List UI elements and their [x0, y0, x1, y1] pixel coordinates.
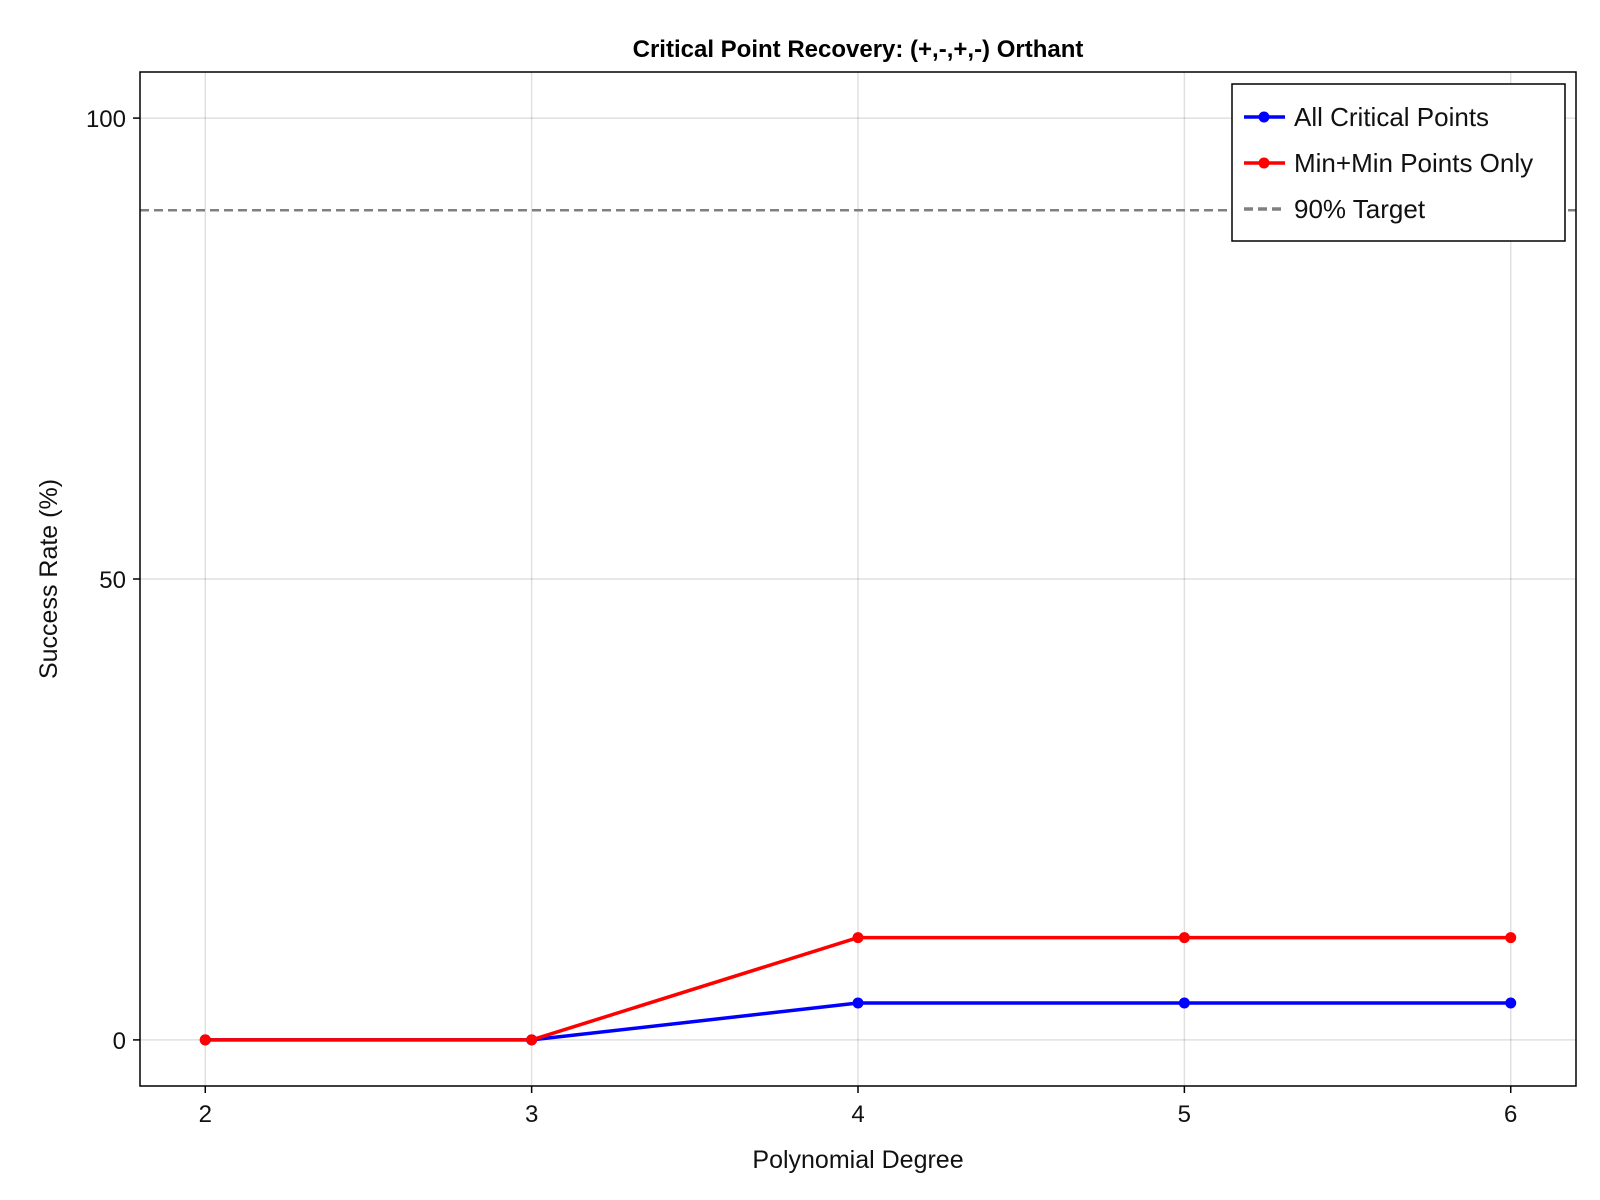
data-point-series-1 — [526, 1034, 538, 1046]
x-tick-label: 3 — [525, 1101, 538, 1128]
grid — [140, 72, 1576, 1086]
data-point-series-1 — [199, 1034, 211, 1046]
legend: All Critical Points Min+Min Points Only 90… — [1231, 83, 1566, 242]
legend-label: 90% Target — [1294, 194, 1426, 224]
data-point-series-0 — [1505, 997, 1517, 1009]
y-axis-label: Success Rate (%) — [35, 479, 63, 679]
x-tick-label: 2 — [199, 1101, 212, 1128]
legend-marker — [1258, 157, 1270, 169]
legend-box — [1231, 83, 1566, 242]
y-tick-label: 50 — [99, 567, 126, 594]
x-axis-label: Polynomial Degree — [752, 1146, 963, 1174]
data-point-series-0 — [1178, 997, 1190, 1009]
legend-marker — [1258, 111, 1270, 123]
x-axis-ticks: 2 3 4 5 6 — [199, 1086, 1517, 1128]
legend-label: All Critical Points — [1294, 102, 1489, 132]
x-tick-label: 5 — [1178, 1101, 1191, 1128]
chart-title: Critical Point Recovery: (+,-,+,-) Ortha… — [633, 36, 1084, 63]
x-tick-label: 4 — [851, 1101, 864, 1128]
series-markers — [199, 932, 1517, 1046]
data-point-series-0 — [852, 997, 864, 1009]
y-tick-label: 0 — [113, 1028, 126, 1055]
y-axis-ticks: 0 50 100 — [86, 106, 140, 1055]
data-point-series-1 — [1178, 932, 1190, 944]
data-point-series-1 — [852, 932, 864, 944]
legend-label: Min+Min Points Only — [1294, 148, 1533, 178]
x-tick-label: 6 — [1504, 1101, 1517, 1128]
y-tick-label: 100 — [86, 106, 126, 133]
data-point-series-1 — [1505, 932, 1517, 944]
